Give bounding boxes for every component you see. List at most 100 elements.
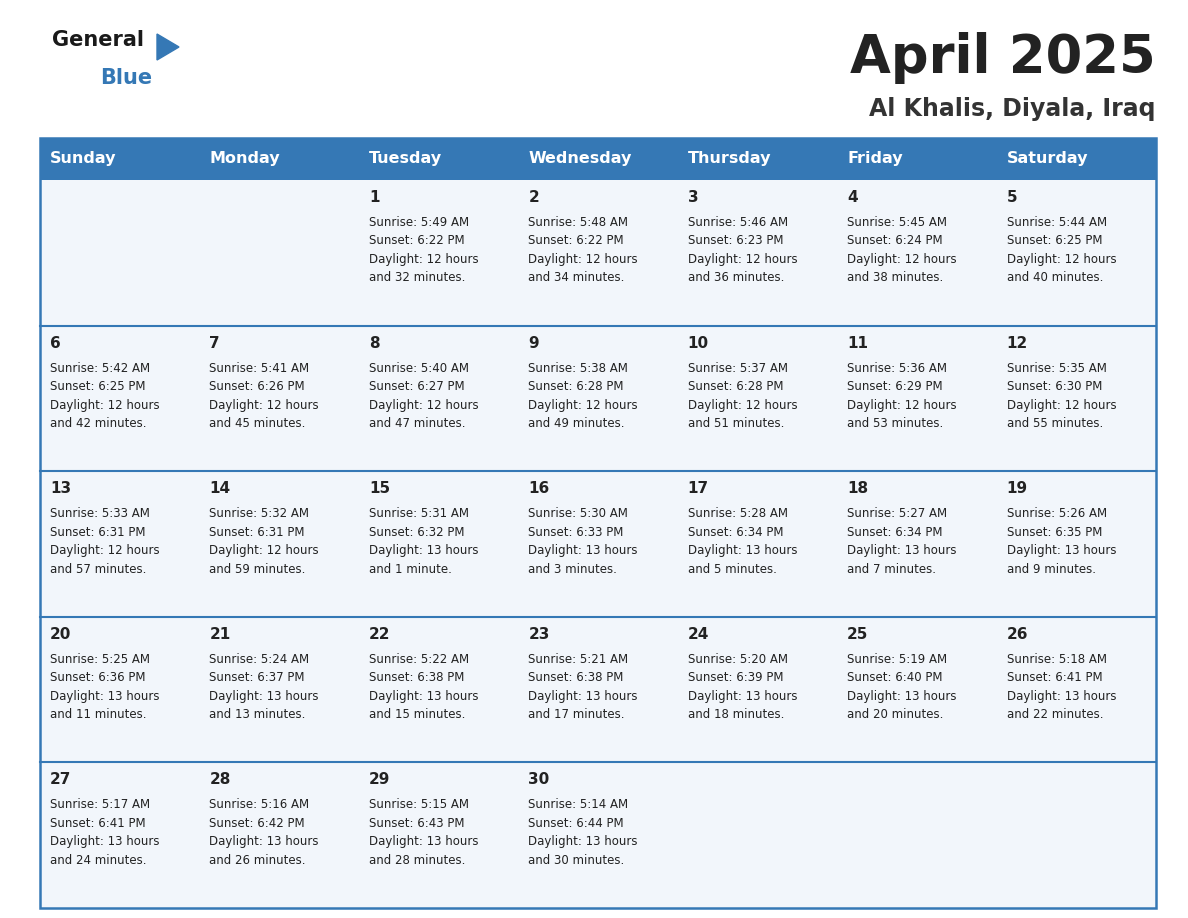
Text: 20: 20 xyxy=(50,627,71,642)
Text: Daylight: 13 hours: Daylight: 13 hours xyxy=(209,689,318,703)
Text: Sunrise: 5:19 AM: Sunrise: 5:19 AM xyxy=(847,653,947,666)
Text: Sunset: 6:28 PM: Sunset: 6:28 PM xyxy=(529,380,624,393)
Text: Sunset: 6:44 PM: Sunset: 6:44 PM xyxy=(529,817,624,830)
Text: Sunset: 6:39 PM: Sunset: 6:39 PM xyxy=(688,671,783,684)
Text: Sunset: 6:23 PM: Sunset: 6:23 PM xyxy=(688,234,783,248)
Text: Daylight: 13 hours: Daylight: 13 hours xyxy=(209,835,318,848)
Text: Daylight: 13 hours: Daylight: 13 hours xyxy=(847,544,956,557)
Text: and 49 minutes.: and 49 minutes. xyxy=(529,417,625,431)
Text: Sunset: 6:31 PM: Sunset: 6:31 PM xyxy=(209,526,305,539)
Bar xyxy=(40,763,200,908)
Bar xyxy=(359,180,518,326)
Text: Sunrise: 5:37 AM: Sunrise: 5:37 AM xyxy=(688,362,788,375)
Text: Sunrise: 5:40 AM: Sunrise: 5:40 AM xyxy=(368,362,469,375)
Bar xyxy=(838,326,997,471)
Text: Sunrise: 5:24 AM: Sunrise: 5:24 AM xyxy=(209,653,310,666)
Bar xyxy=(677,180,838,326)
Text: Sunset: 6:43 PM: Sunset: 6:43 PM xyxy=(368,817,465,830)
Text: 12: 12 xyxy=(1006,336,1028,351)
Text: Daylight: 13 hours: Daylight: 13 hours xyxy=(368,835,479,848)
Text: Monday: Monday xyxy=(209,151,280,166)
Text: 28: 28 xyxy=(209,772,230,788)
Bar xyxy=(40,138,1156,908)
Text: Daylight: 12 hours: Daylight: 12 hours xyxy=(688,253,797,266)
Text: Sunrise: 5:28 AM: Sunrise: 5:28 AM xyxy=(688,508,788,521)
Text: and 59 minutes.: and 59 minutes. xyxy=(209,563,305,576)
Bar xyxy=(838,471,997,617)
Text: Sunset: 6:35 PM: Sunset: 6:35 PM xyxy=(1006,526,1102,539)
Bar xyxy=(40,326,200,471)
Text: Sunset: 6:26 PM: Sunset: 6:26 PM xyxy=(209,380,305,393)
Text: Daylight: 12 hours: Daylight: 12 hours xyxy=(368,253,479,266)
Text: 29: 29 xyxy=(368,772,390,788)
Text: Sunrise: 5:15 AM: Sunrise: 5:15 AM xyxy=(368,799,469,812)
Text: 17: 17 xyxy=(688,481,709,497)
Text: and 32 minutes.: and 32 minutes. xyxy=(368,272,466,285)
Text: and 22 minutes.: and 22 minutes. xyxy=(1006,709,1104,722)
Text: Daylight: 12 hours: Daylight: 12 hours xyxy=(529,253,638,266)
Text: and 55 minutes.: and 55 minutes. xyxy=(1006,417,1102,431)
Text: and 7 minutes.: and 7 minutes. xyxy=(847,563,936,576)
Text: and 38 minutes.: and 38 minutes. xyxy=(847,272,943,285)
Text: Sunday: Sunday xyxy=(50,151,116,166)
Text: Sunrise: 5:18 AM: Sunrise: 5:18 AM xyxy=(1006,653,1106,666)
Text: and 26 minutes.: and 26 minutes. xyxy=(209,854,307,867)
Text: 4: 4 xyxy=(847,190,858,205)
Text: and 24 minutes.: and 24 minutes. xyxy=(50,854,146,867)
Bar xyxy=(838,763,997,908)
Text: and 30 minutes.: and 30 minutes. xyxy=(529,854,625,867)
Text: Daylight: 12 hours: Daylight: 12 hours xyxy=(209,398,320,411)
Polygon shape xyxy=(157,34,179,60)
Text: Sunrise: 5:21 AM: Sunrise: 5:21 AM xyxy=(529,653,628,666)
Text: Daylight: 13 hours: Daylight: 13 hours xyxy=(529,835,638,848)
Bar xyxy=(200,326,359,471)
Text: Blue: Blue xyxy=(100,68,152,88)
Text: Sunrise: 5:48 AM: Sunrise: 5:48 AM xyxy=(529,216,628,229)
Text: Sunrise: 5:41 AM: Sunrise: 5:41 AM xyxy=(209,362,310,375)
Text: Sunrise: 5:31 AM: Sunrise: 5:31 AM xyxy=(368,508,469,521)
Text: 6: 6 xyxy=(50,336,61,351)
Text: Sunrise: 5:16 AM: Sunrise: 5:16 AM xyxy=(209,799,310,812)
Text: Sunset: 6:33 PM: Sunset: 6:33 PM xyxy=(529,526,624,539)
Text: 2: 2 xyxy=(529,190,539,205)
Text: Sunset: 6:34 PM: Sunset: 6:34 PM xyxy=(688,526,783,539)
Bar xyxy=(40,138,1156,180)
Text: Saturday: Saturday xyxy=(1006,151,1088,166)
Text: Daylight: 13 hours: Daylight: 13 hours xyxy=(529,689,638,703)
Bar xyxy=(677,471,838,617)
Text: 10: 10 xyxy=(688,336,709,351)
Text: Sunset: 6:24 PM: Sunset: 6:24 PM xyxy=(847,234,943,248)
Text: Sunset: 6:40 PM: Sunset: 6:40 PM xyxy=(847,671,942,684)
Text: April 2025: April 2025 xyxy=(851,32,1156,84)
Text: Daylight: 13 hours: Daylight: 13 hours xyxy=(688,544,797,557)
Text: 13: 13 xyxy=(50,481,71,497)
Text: 5: 5 xyxy=(1006,190,1017,205)
Text: and 53 minutes.: and 53 minutes. xyxy=(847,417,943,431)
Text: 1: 1 xyxy=(368,190,379,205)
Text: Sunrise: 5:26 AM: Sunrise: 5:26 AM xyxy=(1006,508,1107,521)
Text: Sunrise: 5:25 AM: Sunrise: 5:25 AM xyxy=(50,653,150,666)
Bar xyxy=(359,763,518,908)
Bar xyxy=(359,326,518,471)
Text: Sunset: 6:28 PM: Sunset: 6:28 PM xyxy=(688,380,783,393)
Text: and 51 minutes.: and 51 minutes. xyxy=(688,417,784,431)
Text: 25: 25 xyxy=(847,627,868,642)
Text: Sunrise: 5:14 AM: Sunrise: 5:14 AM xyxy=(529,799,628,812)
Text: Sunset: 6:29 PM: Sunset: 6:29 PM xyxy=(847,380,943,393)
Bar xyxy=(359,617,518,763)
Text: Sunrise: 5:45 AM: Sunrise: 5:45 AM xyxy=(847,216,947,229)
Text: Sunset: 6:22 PM: Sunset: 6:22 PM xyxy=(529,234,624,248)
Text: 15: 15 xyxy=(368,481,390,497)
Text: 8: 8 xyxy=(368,336,379,351)
Text: Thursday: Thursday xyxy=(688,151,771,166)
Text: Al Khalis, Diyala, Iraq: Al Khalis, Diyala, Iraq xyxy=(870,97,1156,121)
Text: Sunset: 6:34 PM: Sunset: 6:34 PM xyxy=(847,526,942,539)
Text: and 42 minutes.: and 42 minutes. xyxy=(50,417,146,431)
Text: 27: 27 xyxy=(50,772,71,788)
Text: and 13 minutes.: and 13 minutes. xyxy=(209,709,305,722)
Text: Sunset: 6:41 PM: Sunset: 6:41 PM xyxy=(50,817,146,830)
Text: 3: 3 xyxy=(688,190,699,205)
Bar xyxy=(40,617,200,763)
Bar xyxy=(677,763,838,908)
Text: Daylight: 12 hours: Daylight: 12 hours xyxy=(529,398,638,411)
